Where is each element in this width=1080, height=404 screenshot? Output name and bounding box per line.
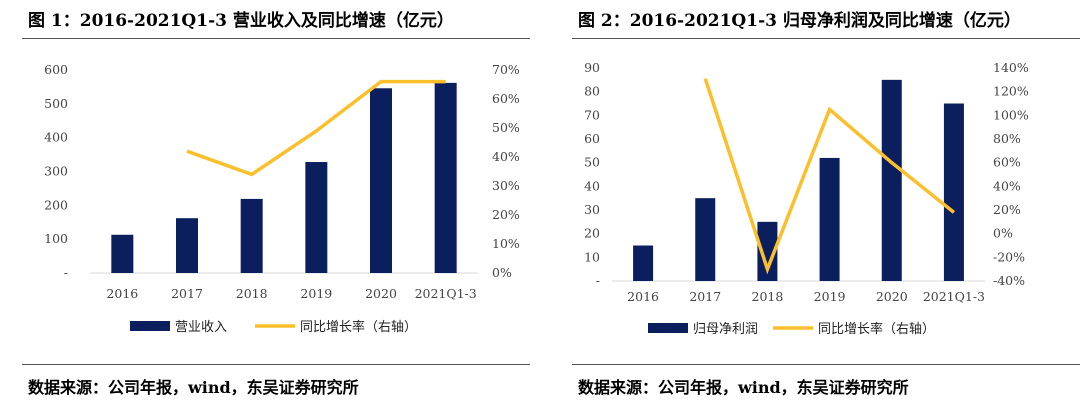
y-left-tick-label: 30 xyxy=(584,202,600,217)
bar xyxy=(434,82,457,274)
data-source: 数据来源：公司年报，wind，东吴证券研究所 xyxy=(578,378,909,397)
y-right-tick-label: 140% xyxy=(993,60,1029,75)
legend-label-line: 同比增长率（右轴） xyxy=(300,319,417,335)
y-right-tick-label: 100% xyxy=(993,107,1029,122)
y-right-tick-label: 60% xyxy=(492,91,520,106)
y-left-tick-label: 10 xyxy=(584,249,600,264)
y-left-tick-label: 300 xyxy=(44,164,68,179)
y-left-tick-label: 60 xyxy=(584,131,600,146)
bar xyxy=(240,198,263,273)
chart-title: 图 1：2016-2021Q1-3 营业收入及同比增速（亿元） xyxy=(28,11,454,31)
legend-label-line: 同比增长率（右轴） xyxy=(818,321,935,337)
y-right-tick-label: -40% xyxy=(993,273,1025,288)
chart-panel-net-profit: 图 2：2016-2021Q1-3 归母净利润及同比增速（亿元） - 10 20 30… xyxy=(550,0,1080,404)
y-left-tick-label: 100 xyxy=(44,231,68,246)
chart-title: 图 2：2016-2021Q1-3 归母净利润及同比增速（亿元） xyxy=(578,11,1021,31)
x-tick-label: 2017 xyxy=(171,286,203,301)
y-left-tick-label: 20 xyxy=(584,226,600,241)
bar xyxy=(176,218,198,273)
growth-rate-line xyxy=(186,79,446,177)
x-tick-label: 2021Q1-3 xyxy=(415,286,477,301)
bar xyxy=(111,234,134,273)
bar xyxy=(943,103,964,281)
x-tick-label: 2018 xyxy=(752,289,784,304)
source-divider xyxy=(572,364,1080,365)
y-left-tick-label: 80 xyxy=(584,84,600,99)
y-left-tick-label: 90 xyxy=(584,60,600,75)
y-right-tick-label: 0% xyxy=(993,226,1013,241)
data-source: 数据来源：公司年报，wind，东吴证券研究所 xyxy=(28,378,359,397)
y-right-tick-label: 30% xyxy=(492,178,520,193)
x-tick-label: 2020 xyxy=(365,286,397,301)
bar xyxy=(819,157,840,281)
revenue-chart: - 100 200 300 400 500 600 0% 10% 20% 30% 40% 50% 60% 7… xyxy=(44,62,520,335)
net-profit-chart: - 10 20 30 40 50 60 70 80 90 -40% -20% 0% 20% 40% 60% 80… xyxy=(584,60,1029,337)
y-right-tick-label: 60% xyxy=(993,155,1021,170)
y-right-tick-label: 50% xyxy=(492,120,520,135)
y-left-tick-label: 500 xyxy=(44,96,68,111)
y-right-tick-label: 0% xyxy=(492,265,512,280)
x-tick-label: 2017 xyxy=(689,289,721,304)
y-left-tick-label: 400 xyxy=(44,130,68,145)
x-tick-label: 2021Q1-3 xyxy=(923,289,985,304)
y-right-tick-label: -20% xyxy=(993,249,1025,264)
x-tick-label: 2019 xyxy=(814,289,846,304)
y-left-tick-label: 200 xyxy=(44,197,68,212)
y-left-tick-label: 600 xyxy=(44,62,68,77)
y-right-tick-label: 40% xyxy=(492,149,520,164)
growth-rate-line xyxy=(703,78,956,275)
legend-label-bar: 归母净利润 xyxy=(693,322,758,337)
y-right-tick-label: 20% xyxy=(492,207,520,222)
y-right-tick-label: 40% xyxy=(993,178,1021,193)
x-tick-label: 2019 xyxy=(300,286,332,301)
legend-swatch-bar xyxy=(648,323,688,333)
x-tick-label: 2020 xyxy=(876,289,908,304)
y-right-tick-label: 10% xyxy=(492,236,520,251)
bar xyxy=(881,79,902,281)
y-left-tick-label: 50 xyxy=(584,155,600,170)
chart-panel-revenue: 图 1：2016-2021Q1-3 营业收入及同比增速（亿元） - 100 200 3… xyxy=(0,0,530,404)
y-left-tick-label: 70 xyxy=(584,107,600,122)
legend-swatch-bar xyxy=(130,321,170,331)
x-tick-label: 2016 xyxy=(627,289,659,304)
x-tick-label: 2016 xyxy=(106,286,138,301)
bar xyxy=(305,162,328,273)
y-left-tick-label: - xyxy=(64,265,68,280)
y-right-tick-label: 80% xyxy=(993,131,1021,146)
source-divider xyxy=(22,364,530,365)
x-tick-label: 2018 xyxy=(236,286,268,301)
title-divider xyxy=(22,38,530,39)
bar xyxy=(370,88,392,274)
bar xyxy=(695,198,716,281)
bar xyxy=(757,221,778,281)
bar xyxy=(633,245,654,281)
title-divider xyxy=(572,38,1080,39)
legend-label-bar: 营业收入 xyxy=(175,320,227,335)
y-left-tick-label: - xyxy=(596,273,600,288)
y-left-tick-label: 40 xyxy=(584,178,600,193)
y-right-tick-label: 20% xyxy=(993,202,1021,217)
y-right-tick-label: 70% xyxy=(492,62,520,77)
y-right-tick-label: 120% xyxy=(993,84,1029,99)
